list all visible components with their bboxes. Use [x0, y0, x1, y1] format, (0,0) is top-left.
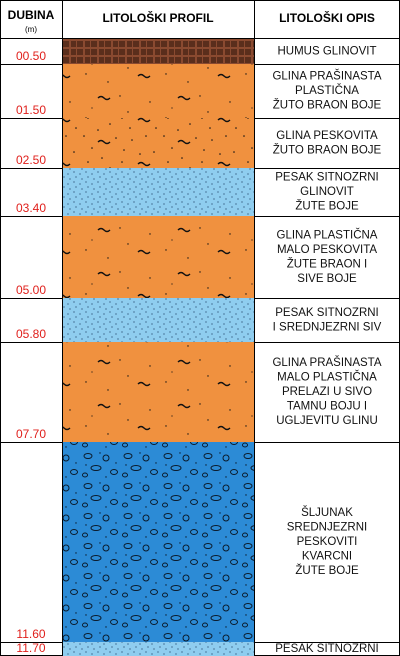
description-line: PESKOVITI: [297, 536, 358, 548]
description-line: ŽUTE BRAON I: [287, 257, 368, 270]
description-line: SIVE BOJE: [297, 273, 357, 285]
description-line: GLINA PESKOVITA: [276, 130, 378, 142]
depth-label: 00.50: [16, 49, 46, 63]
description-line: ŽUTO BRAON BOJE: [273, 99, 382, 112]
depth-label: 07.70: [16, 427, 46, 441]
description-line: MALO PESKOVITA: [277, 244, 377, 256]
depth-label: 11.70: [16, 641, 45, 655]
description-line: ŽUTO BRAON BOJE: [273, 143, 382, 156]
depth-label: 11.60: [16, 627, 45, 641]
description-line: GLINOVIT: [300, 186, 354, 198]
layer-fill: [62, 642, 254, 656]
description-line: PLASTIČNA: [295, 84, 359, 97]
depth-label: 02.50: [16, 153, 46, 167]
description-line: ŽUTE BOJE: [295, 564, 359, 577]
layer-fill: [62, 442, 254, 642]
depth-label: 03.40: [16, 201, 46, 215]
layer-fill: [62, 64, 254, 118]
description-line: ŽUTE BOJE: [295, 200, 359, 213]
depth-label: 05.80: [16, 327, 46, 341]
layer-fill: [62, 168, 254, 216]
description-line: MALO PLASTIČNA: [277, 371, 377, 384]
description-line: TAMNU BOJU I: [287, 401, 367, 413]
description-line: PESAK SITNOZRNI: [275, 172, 379, 184]
layer-fill: [62, 39, 254, 64]
layer-fill: [62, 298, 254, 342]
description-line: PESAK SITNOZRNI: [275, 307, 379, 319]
layer-fill: [62, 118, 254, 168]
description-line: I SREDNJEZRNI SIV: [273, 321, 382, 333]
header-description: LITOLOŠKI OPIS: [279, 10, 375, 25]
description-line: GLINA PRAŠINASTA: [272, 70, 381, 83]
depth-label: 01.50: [16, 103, 46, 117]
description-line: GLINA PRAŠINASTA: [272, 356, 381, 369]
header-profile: LITOLOŠKI PROFIL: [102, 10, 213, 25]
description-line: KVARCNI: [302, 551, 352, 563]
header-depth: DUBINA: [8, 8, 55, 22]
description-line: PRELAZI U SIVO: [282, 386, 372, 398]
description-line: SREDNJEZRNI: [287, 522, 368, 534]
description-line: UGLJEVITU GLINU: [276, 415, 378, 427]
description-line: ŠLJUNAK: [301, 506, 353, 519]
layer-fill: [62, 342, 254, 442]
layer-fill: [62, 216, 254, 298]
header-depth-unit: (m): [25, 25, 37, 34]
description-line: GLINA PLASTIČNA: [277, 228, 378, 241]
depth-label: 05.00: [16, 283, 46, 297]
description-line: PESAK SITNOZRNI: [275, 643, 379, 655]
description-line: HUMUS GLINOVIT: [277, 46, 376, 58]
